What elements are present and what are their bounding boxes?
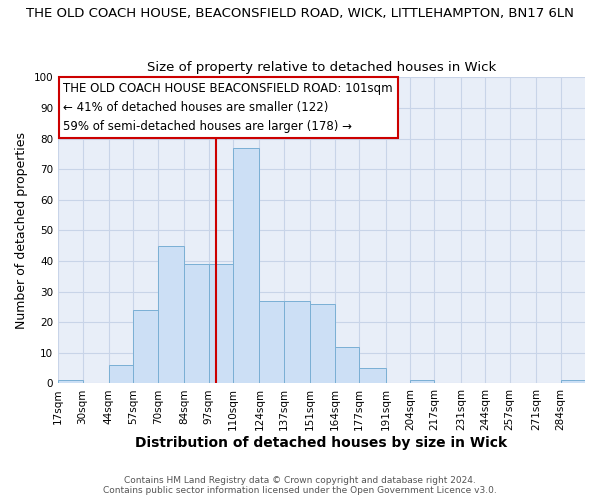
X-axis label: Distribution of detached houses by size in Wick: Distribution of detached houses by size … — [136, 436, 508, 450]
Bar — [359, 368, 386, 384]
Bar — [58, 380, 83, 384]
Text: THE OLD COACH HOUSE, BEACONSFIELD ROAD, WICK, LITTLEHAMPTON, BN17 6LN: THE OLD COACH HOUSE, BEACONSFIELD ROAD, … — [26, 8, 574, 20]
Bar — [233, 148, 259, 384]
Bar — [184, 264, 209, 384]
Bar — [158, 246, 184, 384]
Bar — [259, 301, 284, 384]
Bar — [209, 264, 233, 384]
Y-axis label: Number of detached properties: Number of detached properties — [15, 132, 28, 329]
Bar — [335, 346, 359, 384]
Bar — [310, 304, 335, 384]
Bar — [560, 380, 585, 384]
Bar — [109, 365, 133, 384]
Text: THE OLD COACH HOUSE BEACONSFIELD ROAD: 101sqm
← 41% of detached houses are small: THE OLD COACH HOUSE BEACONSFIELD ROAD: 1… — [64, 82, 393, 133]
Bar — [133, 310, 158, 384]
Bar — [284, 301, 310, 384]
Title: Size of property relative to detached houses in Wick: Size of property relative to detached ho… — [147, 60, 496, 74]
Bar — [410, 380, 434, 384]
Text: Contains HM Land Registry data © Crown copyright and database right 2024.
Contai: Contains HM Land Registry data © Crown c… — [103, 476, 497, 495]
